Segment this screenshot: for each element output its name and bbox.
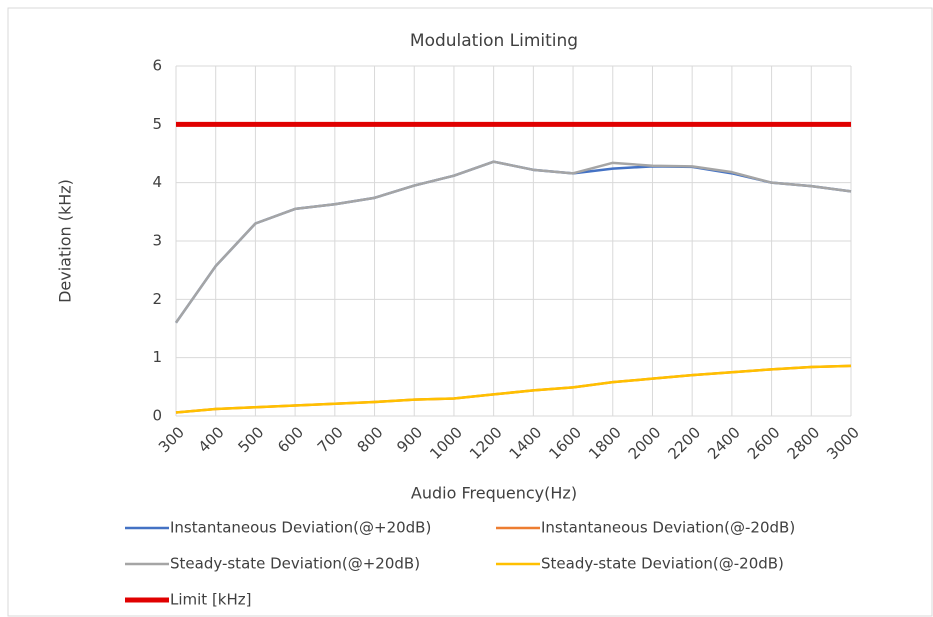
x-axis-title: Audio Frequency(Hz) (411, 484, 577, 503)
y-tick-label: 1 (152, 348, 162, 366)
y-tick-label: 2 (152, 290, 162, 308)
chart-frame (7, 7, 933, 617)
legend-label: Instantaneous Deviation(@+20dB) (170, 519, 431, 537)
y-tick-label: 3 (152, 232, 162, 250)
y-tick-label: 6 (152, 57, 162, 75)
series-line (175, 364, 852, 414)
legend-label: Instantaneous Deviation(@-20dB) (541, 519, 795, 537)
y-axis-title: Deviation (kHz) (56, 179, 75, 303)
chart-title: Modulation Limiting (410, 31, 578, 51)
y-tick-label: 0 (152, 407, 162, 425)
legend-label: Steady-state Deviation(@+20dB) (170, 555, 420, 573)
y-tick-label: 4 (152, 173, 162, 191)
legend-label: Limit [kHz] (170, 591, 252, 609)
legend-label: Steady-state Deviation(@-20dB) (541, 555, 784, 573)
y-tick-label: 5 (152, 115, 162, 133)
series-line (174, 160, 852, 324)
